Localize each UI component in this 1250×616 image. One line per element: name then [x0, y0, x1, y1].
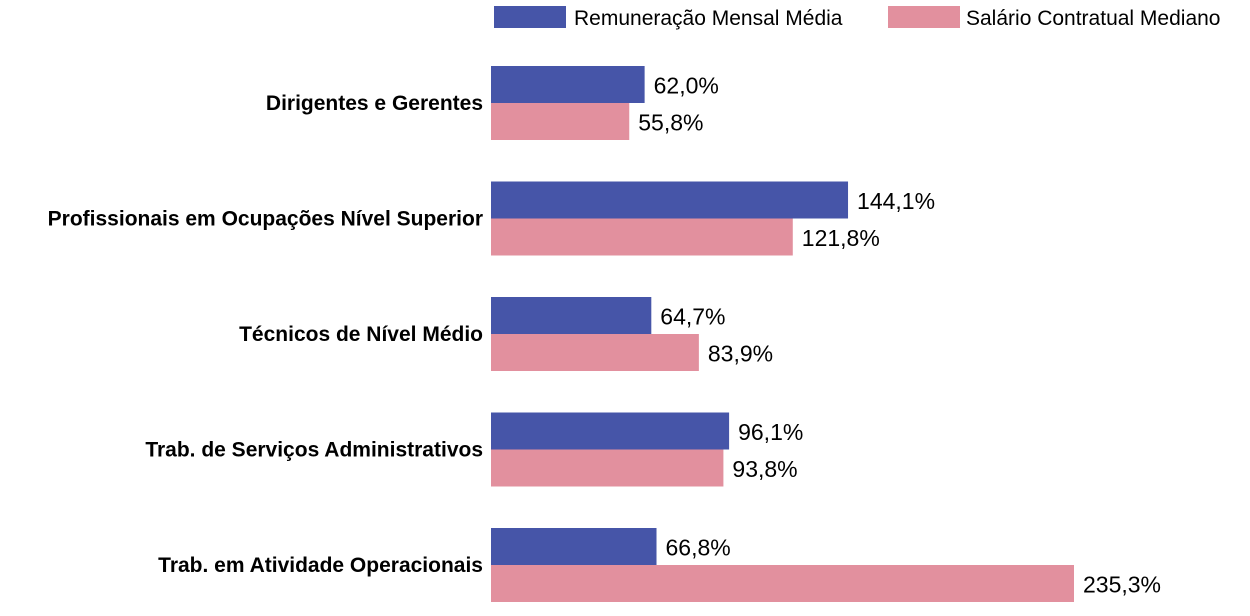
category-label-profissionais-em-ocupacoes-nivel-superior: Profissionais em Ocupações Nível Superio…	[48, 208, 483, 231]
bars	[491, 66, 1074, 602]
value-label-salario-contratual-mediano-profissionais-em-ocupacoes-nivel-superior: 121,8%	[802, 225, 880, 251]
value-label-remuneracao-mensal-media-trab-de-servicos-administrativos: 96,1%	[738, 419, 803, 445]
data-labels: 62,0% 55,8% 144,1% 121,8% 64,7% 83,9% 96,1% 93,…	[638, 73, 1161, 598]
bar-remuneracao-mensal-media-profissionais-em-ocupacoes-nivel-superior	[491, 181, 849, 219]
bar-remuneracao-mensal-media-trab-em-atividade-operacionais	[491, 528, 657, 565]
category-label-trab-em-atividade-operacionais: Trab. em Atividade Operacionais	[158, 554, 483, 577]
bar-salario-contratual-mediano-trab-de-servicos-administrativos	[491, 449, 724, 487]
bar-remuneracao-mensal-media-dirigentes-e-gerentes	[491, 66, 645, 103]
value-label-salario-contratual-mediano-tecnicos-de-nivel-medio: 83,9%	[708, 341, 773, 367]
legend: Remuneração Mensal Média Salário Contrat…	[494, 6, 1220, 30]
bar-remuneracao-mensal-media-trab-de-servicos-administrativos	[491, 412, 730, 450]
bar-salario-contratual-mediano-profissionais-em-ocupacoes-nivel-superior	[491, 218, 793, 256]
value-label-salario-contratual-mediano-dirigentes-e-gerentes: 55,8%	[638, 110, 703, 136]
bar-salario-contratual-mediano-trab-em-atividade-operacionais	[491, 565, 1074, 602]
value-label-remuneracao-mensal-media-dirigentes-e-gerentes: 62,0%	[654, 73, 719, 99]
legend-label-salario: Salário Contratual Mediano	[966, 7, 1220, 30]
bar-remuneracao-mensal-media-tecnicos-de-nivel-medio	[491, 297, 652, 334]
bar-salario-contratual-mediano-dirigentes-e-gerentes	[491, 103, 630, 140]
legend-swatch-remuneracao	[494, 6, 566, 28]
value-label-remuneracao-mensal-media-profissionais-em-ocupacoes-nivel-superior: 144,1%	[857, 188, 935, 214]
category-label-trab-de-servicos-administrativos: Trab. de Serviços Administrativos	[145, 439, 483, 462]
category-label-tecnicos-de-nivel-medio: Técnicos de Nível Médio	[239, 323, 483, 346]
value-label-salario-contratual-mediano-trab-de-servicos-administrativos: 93,8%	[732, 456, 797, 482]
value-label-remuneracao-mensal-media-tecnicos-de-nivel-medio: 64,7%	[660, 304, 725, 330]
value-label-remuneracao-mensal-media-trab-em-atividade-operacionais: 66,8%	[666, 535, 731, 561]
category-axis: Dirigentes e Gerentes Profissionais em Oc…	[48, 92, 483, 577]
category-label-dirigentes-e-gerentes: Dirigentes e Gerentes	[266, 92, 483, 115]
legend-swatch-salario	[888, 6, 960, 28]
bar-salario-contratual-mediano-tecnicos-de-nivel-medio	[491, 334, 699, 371]
value-label-salario-contratual-mediano-trab-em-atividade-operacionais: 235,3%	[1083, 572, 1161, 598]
legend-label-remuneracao: Remuneração Mensal Média	[574, 7, 843, 30]
